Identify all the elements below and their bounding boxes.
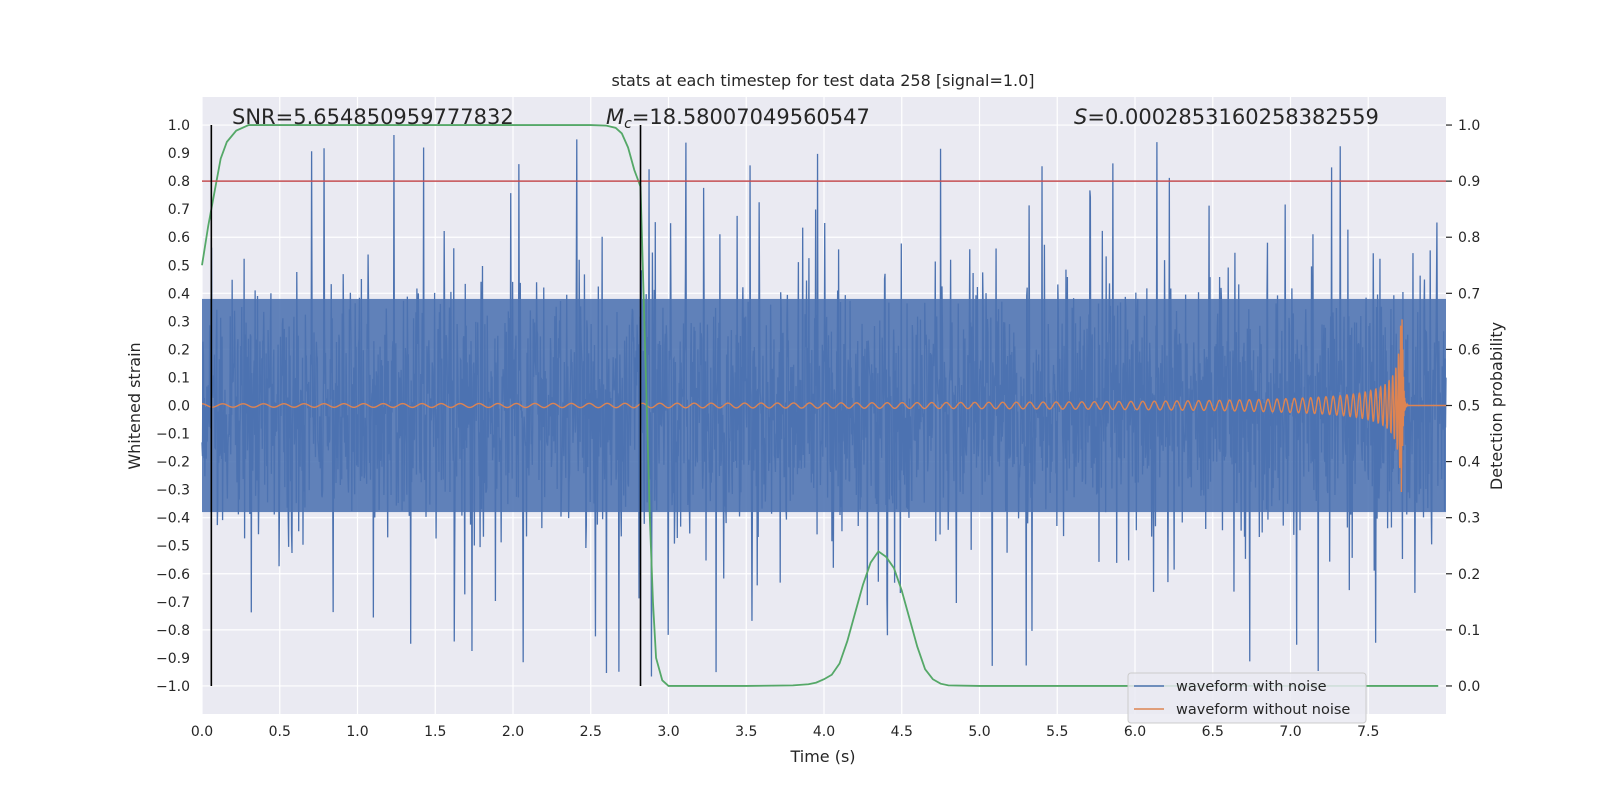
series-detection-probability (201, 124, 1439, 687)
y2-tick-label: 0.3 (1458, 511, 1480, 527)
y2-tick-label: 0.8 (1458, 230, 1480, 246)
y2-tick-label: 0.6 (1458, 342, 1480, 358)
y-tick-label: −1.0 (156, 679, 190, 695)
probability-line (201, 124, 1439, 687)
x-tick-label: 4.5 (891, 724, 913, 740)
y2-tick-label: 0.7 (1458, 286, 1480, 302)
y-tick-label: 0.8 (168, 174, 190, 190)
s-value: =0.0002853160258382559 (1087, 105, 1379, 129)
x-tick-label: 2.5 (580, 724, 602, 740)
x-axis-ticks: 0.0 0.5 1.0 1.5 2.0 2.5 3.0 3.5 4.0 4.5 5.0 5.5 6.0 6… (191, 724, 1380, 740)
y-tick-label: 0.9 (168, 146, 190, 162)
y-tick-label: 0.0 (168, 399, 190, 415)
y-tick-label: −0.1 (156, 427, 190, 443)
legend-label-clean: waveform without noise (1176, 702, 1350, 718)
y-tick-label: 1.0 (168, 118, 190, 134)
x-tick-label: 6.5 (1202, 724, 1224, 740)
chirp-mass-value: =18.58007049560547 (632, 105, 870, 129)
snr-annotation: SNR=5.654850959777832 (232, 105, 514, 129)
y2-tick-label: 0.0 (1458, 679, 1480, 695)
x-tick-label: 5.0 (968, 724, 990, 740)
x-tick-label: 3.5 (735, 724, 757, 740)
y-tick-label: 0.2 (168, 342, 190, 358)
x-axis-label: Time (s) (789, 747, 855, 766)
y2-tick-label: 0.5 (1458, 399, 1480, 415)
noise-core-band (202, 298, 1446, 513)
s-symbol: S (1074, 105, 1087, 129)
x-tick-label: 7.0 (1279, 724, 1301, 740)
y-axis-ticks: 1.0 0.9 0.8 0.7 0.6 0.5 0.4 0.3 0.2 0.1 0.0 −0.1 −0.… (156, 118, 190, 695)
y2-axis-label: Detection probability (1487, 322, 1506, 490)
legend-label-noise: waveform with noise (1176, 679, 1327, 695)
chirp-mass-symbol: M (606, 105, 624, 129)
x-tick-label: 6.0 (1124, 724, 1146, 740)
x-tick-label: 0.0 (191, 724, 213, 740)
x-tick-label: 1.5 (424, 724, 446, 740)
x-tick-label: 7.5 (1357, 724, 1379, 740)
y2-tick-label: 0.2 (1458, 567, 1480, 583)
x-tick-label: 1.0 (346, 724, 368, 740)
x-tick-label: 5.5 (1046, 724, 1068, 740)
legend: waveform with noise waveform without noi… (1127, 672, 1367, 724)
series-waveform-without-noise (202, 319, 1446, 493)
y-tick-label: 0.6 (168, 230, 190, 246)
y-tick-label: −0.8 (156, 623, 190, 639)
y2-tick-label: 1.0 (1458, 118, 1480, 134)
y-tick-label: −0.3 (156, 483, 190, 499)
x-tick-label: 2.0 (502, 724, 524, 740)
y2-tick-label: 0.9 (1458, 174, 1480, 190)
vertical-markers (210, 125, 642, 686)
s-annotation: S=0.0002853160258382559 (1074, 105, 1379, 129)
y2-tick-label: 0.1 (1458, 623, 1480, 639)
x-tick-label: 0.5 (269, 724, 291, 740)
y2-tick-label: 0.4 (1458, 455, 1480, 471)
y-axis-label: Whitened strain (125, 342, 144, 469)
clean-line (202, 319, 1446, 493)
chirp-mass-annotation: Mc=18.58007049560547 (606, 105, 870, 132)
y-tick-label: −0.9 (156, 651, 190, 667)
y-tick-label: −0.7 (156, 595, 190, 611)
y-tick-label: 0.1 (168, 370, 190, 386)
x-tick-label: 3.0 (657, 724, 679, 740)
x-tick-label: 4.0 (813, 724, 835, 740)
series-waveform-with-noise (201, 135, 1447, 677)
y-tick-label: 0.4 (168, 286, 190, 302)
y-tick-label: −0.6 (156, 567, 190, 583)
y-tick-label: −0.4 (156, 511, 190, 527)
y2-axis-ticks: 1.0 0.9 0.8 0.7 0.6 0.5 0.4 0.3 0.2 0.1 0.0 (1446, 118, 1480, 695)
y-tick-label: −0.2 (156, 455, 190, 471)
chart-title: stats at each timestep for test data 258… (611, 71, 1034, 90)
chirp-mass-subscript: c (624, 116, 632, 132)
y-tick-label: 0.5 (168, 258, 190, 274)
y-tick-label: 0.3 (168, 314, 190, 330)
y-tick-label: 0.7 (168, 202, 190, 218)
y-tick-label: −0.5 (156, 539, 190, 555)
legend-box (1127, 672, 1367, 724)
